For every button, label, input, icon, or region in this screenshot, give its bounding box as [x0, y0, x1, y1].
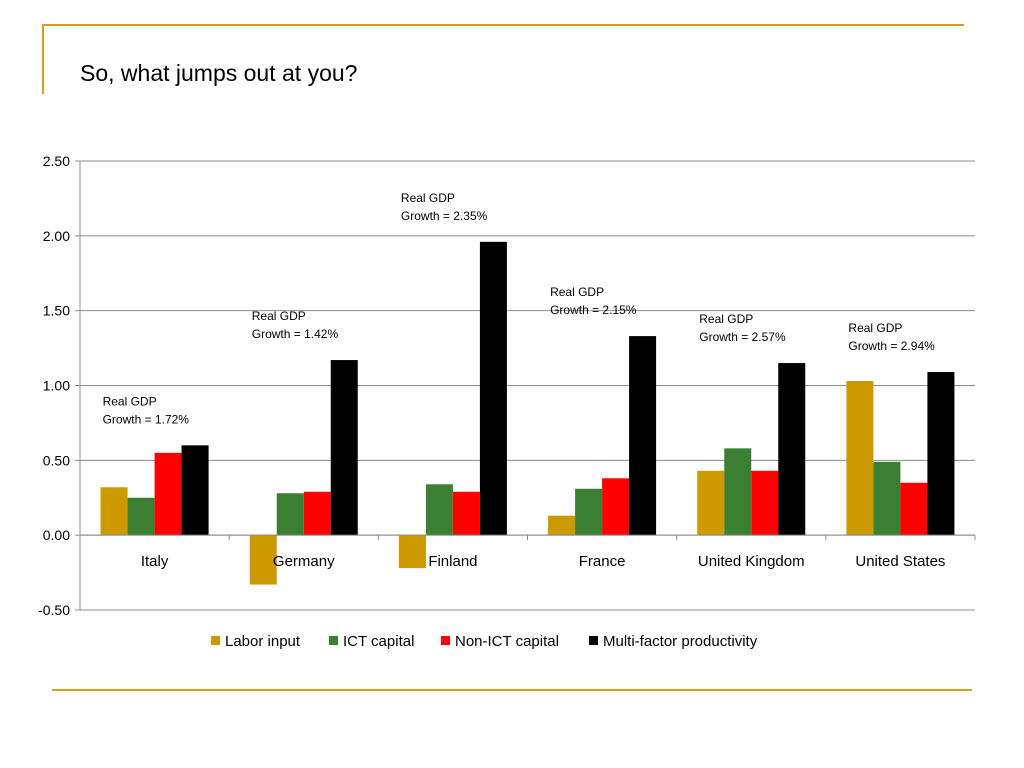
y-tick-label: -0.50 — [38, 602, 70, 618]
legend-swatch — [589, 636, 598, 645]
legend-swatch — [441, 636, 450, 645]
gdp-annotation-line2: Growth = 1.72% — [103, 412, 190, 426]
slide-frame-left-line — [42, 24, 44, 94]
legend-swatch — [329, 636, 338, 645]
legend-label: Labor input — [225, 633, 301, 650]
x-category-label: France — [579, 553, 626, 570]
bar-multi-factor-productivity — [181, 445, 209, 536]
bar-non-ict-capital — [452, 491, 480, 536]
bar-labor-input — [100, 487, 128, 536]
gdp-annotation-line1: Real GDP — [699, 312, 753, 326]
y-tick-label: 2.00 — [43, 228, 70, 244]
bar-ict-capital — [575, 488, 603, 536]
bar-multi-factor-productivity — [629, 336, 657, 536]
bar-multi-factor-productivity — [330, 360, 358, 536]
bar-ict-capital — [425, 484, 453, 536]
bar-labor-input — [846, 381, 874, 536]
bar-non-ict-capital — [602, 478, 630, 536]
legend-label: Non-ICT capital — [455, 633, 559, 650]
bar-non-ict-capital — [303, 491, 331, 536]
y-tick-label: 0.00 — [43, 527, 70, 543]
bar-ict-capital — [127, 497, 155, 536]
bar-labor-input — [398, 535, 426, 569]
x-category-label: Germany — [273, 553, 335, 570]
x-category-label: Finland — [428, 553, 477, 570]
bar-ict-capital — [724, 448, 752, 536]
bar-labor-input — [249, 535, 277, 585]
bar-multi-factor-productivity — [778, 363, 806, 536]
y-tick-label: 0.50 — [43, 452, 70, 468]
x-category-label: Italy — [141, 553, 169, 570]
gdp-annotation-line2: Growth = 2.57% — [699, 330, 786, 344]
y-tick-label: 1.50 — [43, 303, 70, 319]
x-category-label: United States — [855, 553, 945, 570]
bar-non-ict-capital — [154, 452, 182, 536]
legend-label: Multi-factor productivity — [603, 633, 758, 650]
bar-non-ict-capital — [751, 470, 779, 536]
slide-frame-top-line — [42, 24, 964, 26]
bar-labor-input — [697, 470, 725, 536]
gdp-annotation-line1: Real GDP — [401, 191, 455, 205]
gdp-annotation-line2: Growth = 2.15% — [550, 303, 637, 317]
bar-non-ict-capital — [900, 482, 928, 536]
gdp-annotation-line1: Real GDP — [103, 394, 157, 408]
bar-ict-capital — [276, 493, 304, 536]
bar-multi-factor-productivity — [479, 241, 507, 536]
y-tick-label: 2.50 — [43, 153, 70, 169]
bar-ict-capital — [873, 461, 901, 536]
y-tick-label: 1.00 — [43, 378, 70, 394]
gdp-annotation-line1: Real GDP — [252, 309, 306, 323]
legend-swatch — [211, 636, 220, 645]
gdp-annotation-line2: Growth = 1.42% — [252, 327, 339, 341]
bar-labor-input — [548, 515, 576, 536]
slide-title: So, what jumps out at you? — [80, 60, 358, 86]
slide-bottom-rule — [52, 689, 972, 691]
gdp-annotation-line2: Growth = 2.94% — [848, 339, 935, 353]
legend-label: ICT capital — [343, 633, 414, 650]
gdp-annotation-line2: Growth = 2.35% — [401, 209, 488, 223]
gdp-annotation-line1: Real GDP — [550, 285, 604, 299]
x-category-label: United Kingdom — [698, 553, 805, 570]
bar-multi-factor-productivity — [927, 372, 955, 536]
gdp-annotation-line1: Real GDP — [848, 321, 902, 335]
